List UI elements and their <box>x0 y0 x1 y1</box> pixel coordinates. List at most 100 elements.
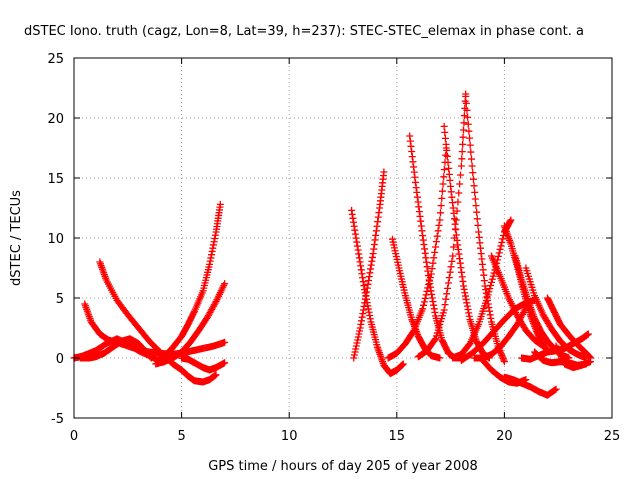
series-8 <box>178 354 229 374</box>
data-point-interp <box>465 127 473 135</box>
data-point-interp <box>467 155 475 163</box>
series-10 <box>350 168 388 362</box>
data-point <box>462 92 470 100</box>
data-point <box>500 358 508 366</box>
y-axis-label: dSTEC / TECUs <box>9 190 24 286</box>
series-26 <box>552 342 594 372</box>
series-28 <box>518 330 592 363</box>
series-15 <box>440 122 493 362</box>
data-point <box>436 216 444 224</box>
data-point-interp <box>471 195 479 203</box>
data-point-interp <box>450 243 458 251</box>
data-point-interp <box>489 272 497 280</box>
data-point-interp <box>486 285 494 293</box>
data-point-interp <box>473 215 481 223</box>
data-point-interp <box>496 245 504 253</box>
data-point-interp <box>456 180 464 188</box>
data-point <box>221 359 229 367</box>
data-point-interp <box>445 274 453 282</box>
data-point-interp <box>438 194 446 202</box>
data-point-interp <box>445 170 453 178</box>
data-point <box>221 280 229 288</box>
data-point-interp <box>419 301 427 309</box>
data-point-interp <box>439 180 447 188</box>
data-point-interp <box>429 259 437 267</box>
data-point <box>212 371 220 379</box>
data-point-interp <box>431 336 439 344</box>
series-16 <box>449 216 515 362</box>
data-point-interp <box>495 249 503 257</box>
data-point-interp <box>436 209 444 217</box>
data-point <box>584 330 592 338</box>
data-point-interp <box>444 284 452 292</box>
series-4 <box>76 335 155 362</box>
y-tick-label: 5 <box>56 292 64 307</box>
data-point-interp <box>444 158 452 166</box>
data-point-interp <box>466 134 474 142</box>
data-point <box>449 252 457 260</box>
data-point-interp <box>494 252 502 260</box>
data-point-interp <box>463 106 471 114</box>
series-27 <box>457 296 539 364</box>
data-point-interp <box>431 248 439 256</box>
data-point <box>507 216 515 224</box>
data-point-interp <box>443 146 451 154</box>
data-point-interp <box>437 202 445 210</box>
data-point <box>440 122 448 130</box>
data-point-interp <box>443 152 451 160</box>
data-point-interp <box>466 141 474 149</box>
data-point <box>522 304 530 312</box>
data-point <box>552 385 560 393</box>
data-point-interp <box>440 173 448 181</box>
data-point-interp <box>521 305 529 313</box>
data-point-interp <box>458 148 466 156</box>
data-point-interp <box>455 189 463 197</box>
data-point-interp <box>433 232 441 240</box>
series-5 <box>156 200 224 362</box>
data-point-interp <box>460 126 468 134</box>
data-point-interp <box>421 294 429 302</box>
series-14 <box>414 90 470 361</box>
y-tick-label: 15 <box>47 172 64 187</box>
data-point-interp <box>462 99 470 107</box>
x-tick-label: 25 <box>604 429 621 444</box>
data-point-interp <box>456 171 464 179</box>
series-12 <box>384 144 450 362</box>
data-point <box>468 162 476 170</box>
data-point-interp <box>473 208 481 216</box>
data-point-interp <box>441 134 449 142</box>
x-axis-label: GPS time / hours of day 205 of year 2008 <box>208 459 478 474</box>
data-point-interp <box>432 243 440 251</box>
data-point <box>539 342 547 350</box>
data-point-interp <box>474 221 482 229</box>
data-point-interp <box>464 113 472 121</box>
data-point-interp <box>459 140 467 148</box>
y-tick-label: 0 <box>56 352 64 367</box>
axis-ticks: 0 5 10 15 20 25 -5 0 5 10 15 20 25 <box>47 52 620 444</box>
data-point-interp <box>488 275 496 283</box>
series-19 <box>500 373 560 399</box>
data-point <box>436 354 444 362</box>
y-tick-label: 20 <box>47 112 64 127</box>
data-point-interp <box>446 268 454 276</box>
data-point-interp <box>446 176 454 184</box>
chart-title: dSTEC Iono. truth (cagz, Lon=8, Lat=39, … <box>24 24 584 39</box>
x-tick-label: 10 <box>281 429 298 444</box>
data-point <box>399 360 407 368</box>
data-point-interp <box>441 128 449 136</box>
data-point-interp <box>440 166 448 174</box>
data-point <box>216 200 224 208</box>
data-point-interp <box>442 295 450 303</box>
y-tick-label: 25 <box>47 52 64 67</box>
data-point-interp <box>469 169 477 177</box>
data-point-interp <box>499 235 507 243</box>
data-point-interp <box>428 265 436 273</box>
data-point-interp <box>445 164 453 172</box>
data-point-interp <box>498 238 506 246</box>
data-point-interp <box>464 120 472 128</box>
data-point-interp <box>497 242 505 250</box>
x-tick-label: 5 <box>177 429 185 444</box>
x-tick-label: 0 <box>70 429 78 444</box>
